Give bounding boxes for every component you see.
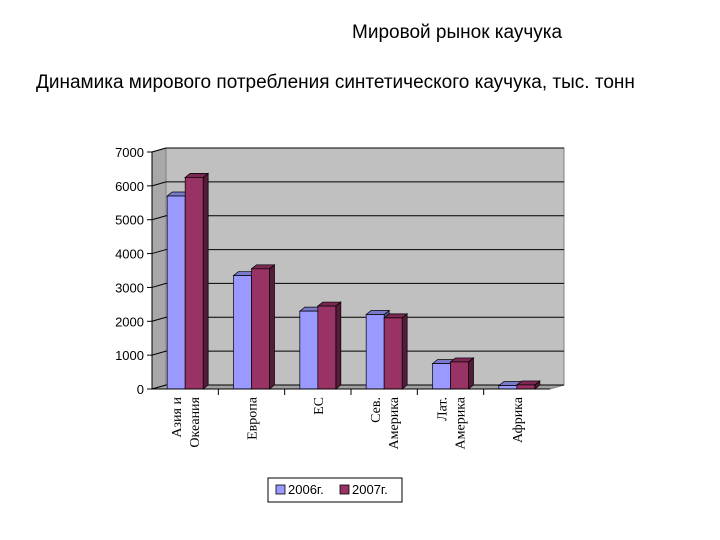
legend-swatch bbox=[275, 484, 286, 495]
bar bbox=[184, 172, 210, 390]
bar-side bbox=[335, 301, 342, 390]
bar bbox=[449, 357, 475, 390]
x-tick-label: Сев. bbox=[369, 397, 384, 423]
bar-front bbox=[166, 195, 186, 390]
gridlines bbox=[151, 147, 564, 390]
bar-front bbox=[184, 177, 204, 390]
y-tick-label: 4000 bbox=[115, 247, 144, 262]
gridline bbox=[151, 181, 564, 187]
x-tick-label: Океания bbox=[188, 396, 203, 447]
x-tick-label: Лат. bbox=[436, 397, 451, 421]
bar-side bbox=[269, 264, 275, 390]
plot-area bbox=[151, 147, 565, 390]
x-tick-label: Европа bbox=[246, 396, 261, 440]
legend-label: 2007г. bbox=[352, 482, 388, 497]
x-tick-label: Азия и bbox=[170, 397, 185, 438]
bar-front bbox=[365, 314, 385, 390]
bar-side bbox=[202, 172, 209, 390]
back-wall bbox=[165, 147, 565, 386]
slide-title: Мировой рынок каучука bbox=[352, 22, 563, 43]
gridline bbox=[151, 147, 564, 153]
gridline bbox=[151, 215, 564, 221]
x-tick-label: Америка bbox=[454, 396, 469, 449]
bar bbox=[383, 313, 409, 390]
gridline bbox=[151, 282, 564, 288]
bar bbox=[515, 380, 541, 390]
bar-front bbox=[498, 385, 518, 390]
bar-front bbox=[317, 305, 337, 390]
bar-front bbox=[299, 310, 319, 390]
bar bbox=[316, 301, 342, 390]
axes: 0 1000 2000 3000 4000 5000 6000 7000 Азия и Океан… bbox=[115, 145, 550, 449]
bar-front bbox=[450, 361, 469, 390]
bar-front bbox=[383, 317, 403, 390]
y-tick-label: 2000 bbox=[115, 314, 144, 329]
bar-front bbox=[516, 384, 536, 390]
legend: 2006г. 2007г. bbox=[267, 477, 403, 503]
legend-box bbox=[267, 477, 403, 503]
gridline bbox=[151, 384, 564, 390]
x-tick-label: ЕС bbox=[312, 397, 327, 415]
gridline bbox=[151, 249, 564, 255]
y-tick-label: 6000 bbox=[115, 179, 144, 194]
y-tick-label: 7000 bbox=[115, 145, 144, 160]
legend-swatch bbox=[339, 484, 350, 495]
bar bbox=[250, 264, 276, 390]
bar-side bbox=[468, 357, 474, 390]
bars bbox=[166, 172, 541, 390]
y-tick-label: 1000 bbox=[115, 348, 144, 363]
y-tick-label: 3000 bbox=[115, 280, 144, 295]
legend-label: 2006г. bbox=[288, 482, 324, 497]
x-tick-label: Америка bbox=[387, 396, 402, 449]
y-tick-label: 5000 bbox=[115, 213, 144, 228]
bar-side bbox=[401, 313, 408, 390]
bar-front bbox=[251, 268, 270, 390]
y-tick-label: 0 bbox=[137, 382, 144, 397]
chart-subtitle: Динамика мирового потребления синтетичес… bbox=[36, 72, 635, 93]
gridline bbox=[151, 350, 564, 356]
bar-front bbox=[432, 363, 451, 390]
x-tick-label: Африка bbox=[511, 396, 526, 443]
bar-front bbox=[233, 275, 252, 390]
gridline bbox=[151, 316, 564, 322]
